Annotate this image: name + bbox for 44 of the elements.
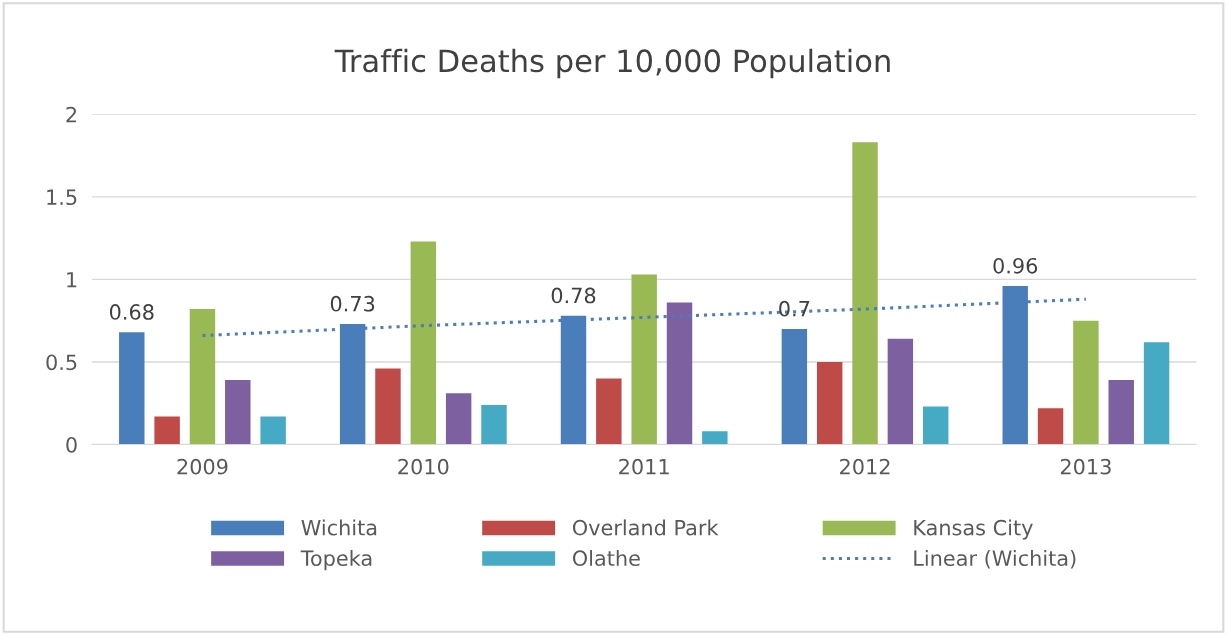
data-label: 0.78 [551,287,596,304]
data-label: 0.68 [109,304,154,320]
bar [445,393,472,445]
y-tick-label: 0 [66,436,77,453]
y-tick-label: 2 [66,106,77,123]
bar [1143,342,1170,445]
bar [1108,380,1134,445]
legend-label: Topeka [300,549,372,571]
bar [781,328,808,445]
bar [1073,320,1099,445]
bar [631,274,657,445]
bar [119,332,145,445]
bar [225,380,251,445]
x-tick-label: 2013 [1060,458,1111,475]
chart-title: Traffic Deaths per 10,000 Population [334,48,890,79]
data-label: 0.73 [330,295,375,312]
legend-label: Linear (Wichita) [914,549,1076,569]
x-tick-label: 2010 [398,458,449,475]
bar [260,416,286,445]
bar [666,302,693,445]
legend-label: Wichita [301,519,377,536]
bar [410,241,437,445]
bar [154,416,180,445]
y-tick-label: 1.5 [47,189,77,206]
bar [481,404,507,445]
x-tick-label: 2011 [619,458,669,475]
data-label: 0.7 [779,300,810,317]
bar [375,368,401,445]
y-tick-label: 1 [67,272,77,288]
bar [816,361,843,445]
bar [1037,408,1064,445]
bar [189,309,216,445]
legend-label: Overland Park [572,519,719,536]
legend-label: Kansas City [914,519,1033,540]
y-tick-label: 0.5 [46,354,77,371]
legend-label: Olathe [572,549,640,567]
bar [852,142,878,445]
bar [887,338,914,445]
data-label: 0.96 [993,257,1038,274]
bar [922,406,949,445]
x-tick-label: 2009 [177,458,228,475]
x-tick-label: 2012 [840,458,890,475]
bar [596,378,622,445]
bar [702,431,728,445]
